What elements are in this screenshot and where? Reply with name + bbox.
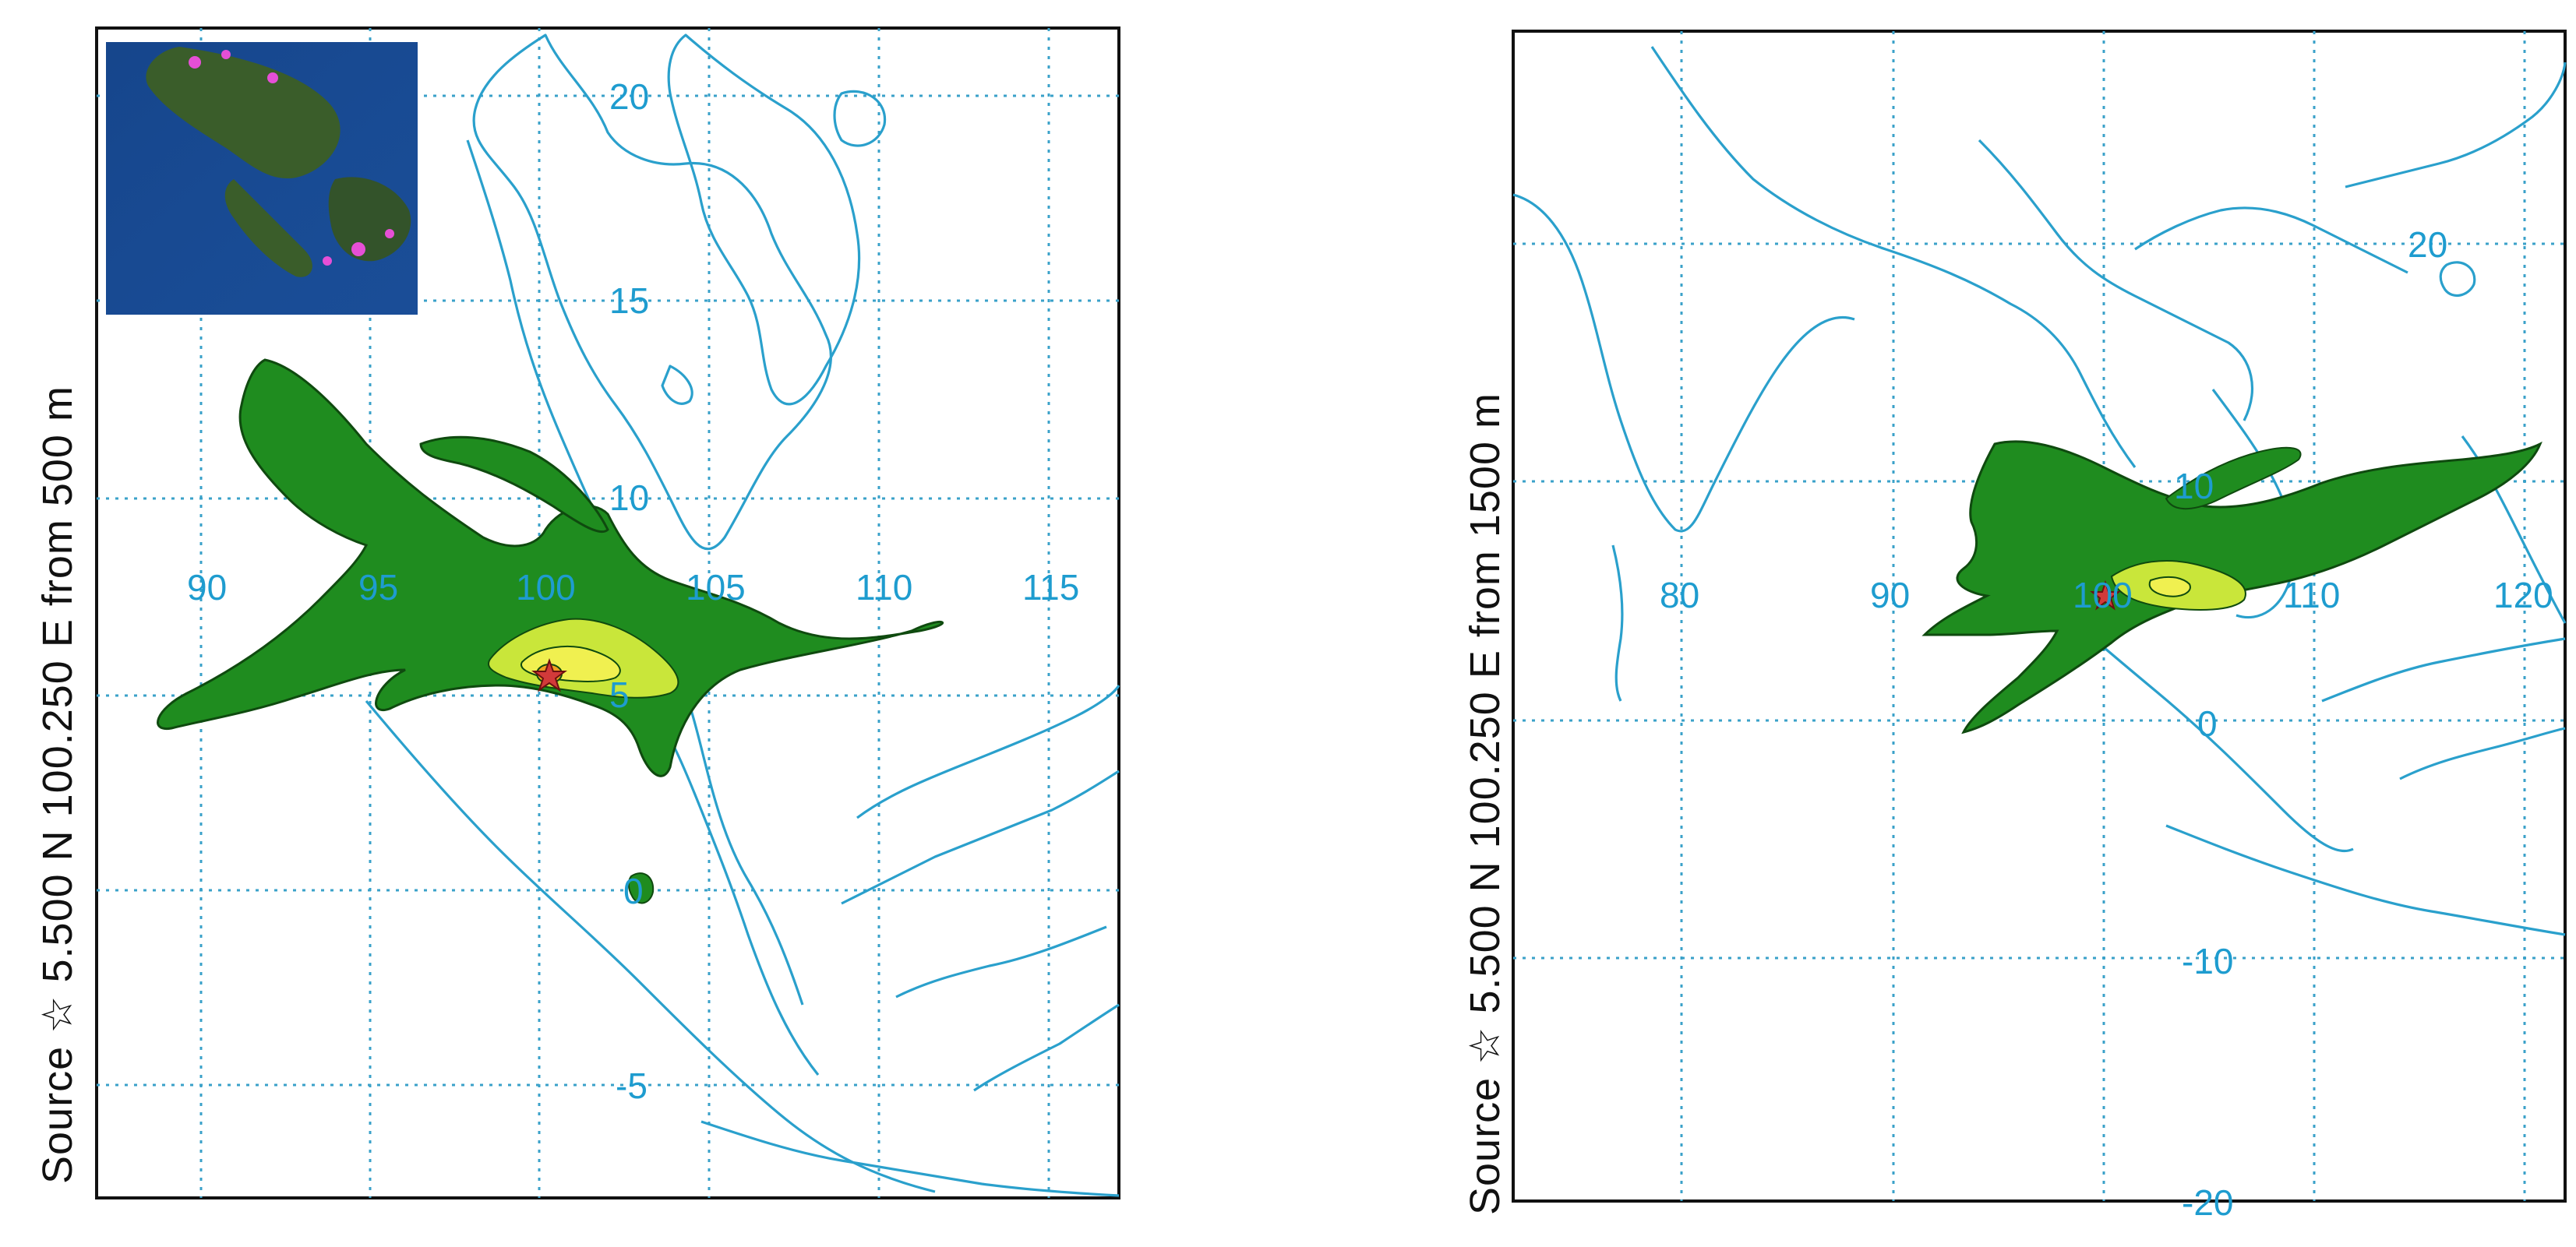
lon-label-115-left: 115 [1022, 567, 1079, 608]
lon-label-80-right: 80 [1660, 575, 1699, 615]
map-panel-left: Source ☆ 5.500 N 100.250 E from 500 m [0, 0, 1138, 1247]
lon-label-110-left: 110 [856, 567, 912, 608]
dispersion-map-right: 20 10 80 90 100 110 120 0 -10 -20 [1512, 30, 2567, 1223]
dispersion-plume-left [157, 358, 944, 904]
lon-label-120-right: 120 [2493, 575, 2553, 615]
lat-label-minus10-right: -10 [2182, 941, 2233, 981]
lon-label-100-left: 100 [516, 567, 576, 608]
map-panel-right: Source ☆ 5.500 N 100.250 E from 1500 m [1387, 0, 2576, 1247]
dispersion-plume-right [1921, 440, 2542, 734]
satellite-inset-map [106, 42, 418, 315]
lon-label-110-right: 110 [2283, 575, 2340, 615]
lat-label-minus5-left: -5 [616, 1066, 648, 1106]
lon-label-105-left: 105 [686, 567, 746, 608]
lon-label-90-right: 90 [1870, 575, 1910, 615]
lat-label-15-left: 15 [609, 280, 649, 321]
dispersion-map-left: 20 15 10 90 95 100 105 110 115 5 0 -5 [95, 26, 1120, 1199]
lat-label-20-left: 20 [609, 76, 649, 117]
lat-label-5-left: 5 [609, 675, 630, 715]
lat-label-minus20-right: -20 [2182, 1182, 2233, 1223]
lat-label-10-right: 10 [2174, 466, 2214, 506]
lat-label-20-right: 20 [2408, 224, 2447, 265]
map-frame-right [1512, 30, 2567, 1203]
lat-label-10-left: 10 [609, 477, 649, 518]
source-star-icon [2090, 579, 2121, 611]
lon-label-100-right: 100 [2073, 575, 2133, 615]
lon-label-95-left: 95 [358, 567, 398, 608]
lat-label-0-left: 0 [623, 871, 644, 911]
map-frame-left [95, 26, 1120, 1199]
source-star-icon [531, 658, 567, 692]
lat-label-0-right: 0 [2197, 703, 2218, 744]
lon-label-90-left: 90 [187, 567, 227, 608]
